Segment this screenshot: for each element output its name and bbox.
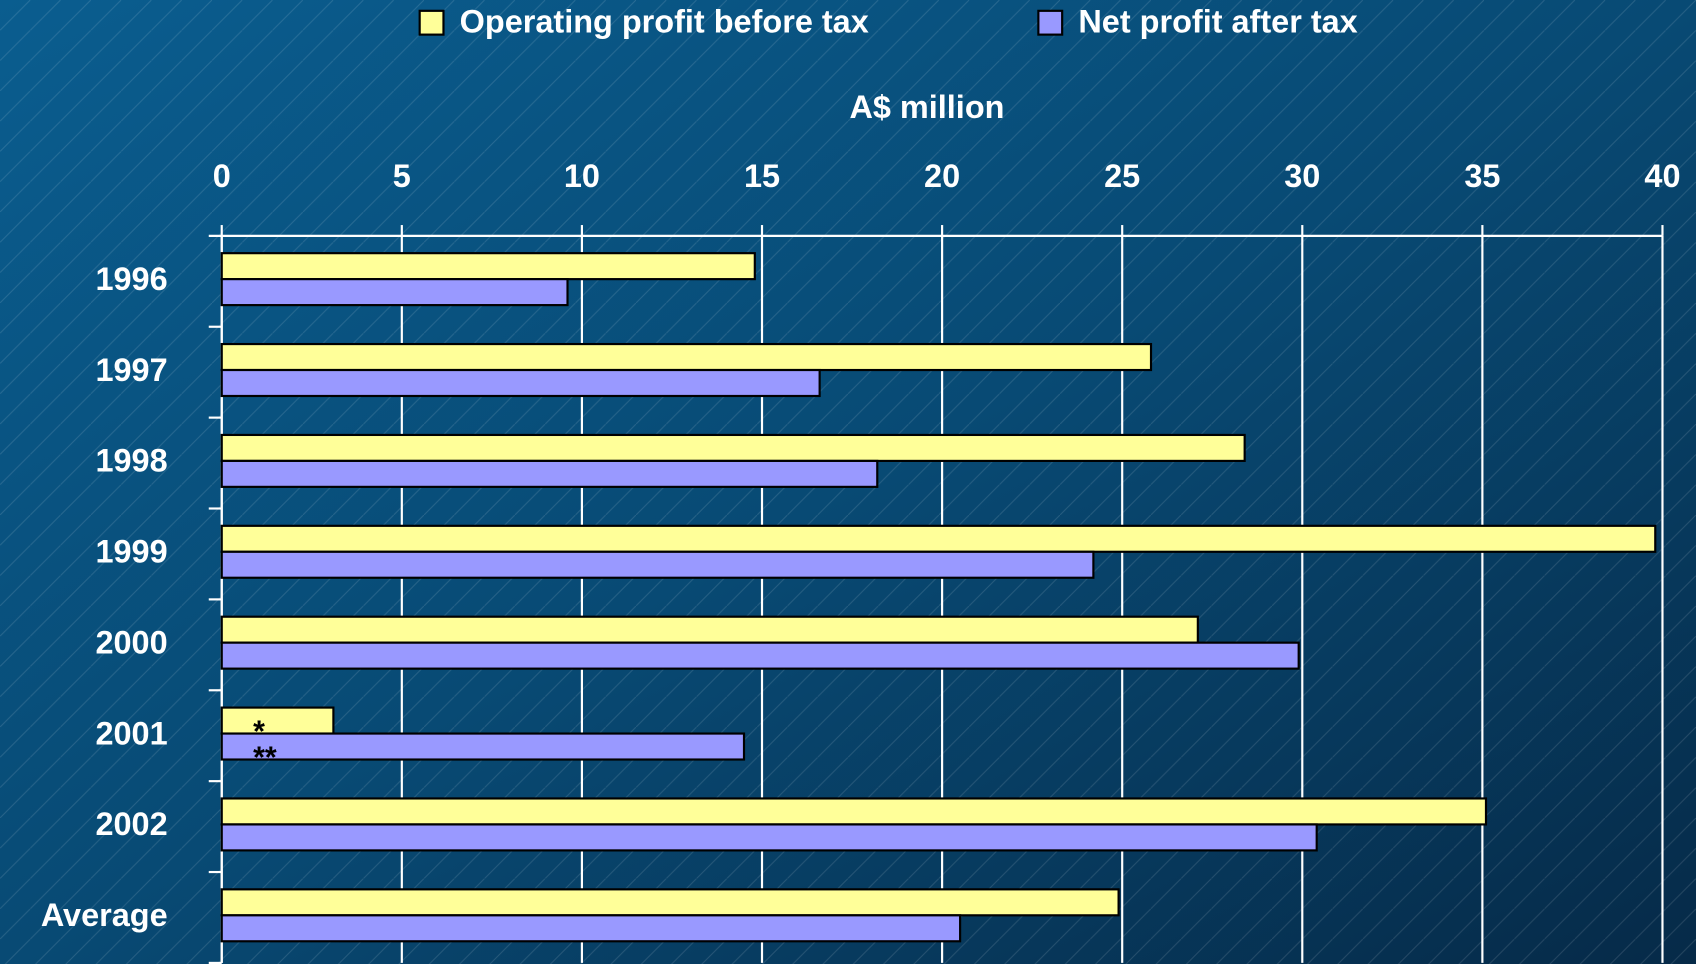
x-tick-label: 10 (564, 158, 600, 194)
x-tick-label: 30 (1284, 158, 1320, 194)
bar (220, 732, 746, 761)
annotation: * (253, 716, 265, 749)
bar (220, 823, 1318, 852)
bar (220, 252, 756, 281)
bar (220, 641, 1300, 670)
y-tick-label: Average (41, 897, 168, 933)
bar (220, 433, 1246, 462)
x-tick-label: 5 (393, 158, 411, 194)
bar (220, 278, 569, 307)
x-tick-label: 0 (213, 158, 231, 194)
bar (220, 550, 1095, 579)
bar (220, 368, 821, 398)
y-tick-label: 1997 (95, 352, 167, 388)
x-tick-label: 20 (924, 158, 960, 194)
bar (220, 888, 1120, 917)
bar (220, 459, 879, 488)
x-tick-label: 15 (744, 158, 780, 194)
bar (220, 615, 1199, 644)
y-tick-label: 1999 (95, 534, 167, 570)
x-tick-label: 35 (1464, 158, 1500, 194)
x-tick-label: 25 (1104, 158, 1140, 194)
x-axis-label: A$ million (849, 89, 1004, 125)
x-tick-label: 40 (1644, 158, 1680, 194)
legend-swatch (1037, 9, 1064, 36)
annotation: ** (253, 742, 277, 775)
bar (220, 524, 1657, 553)
bar (220, 342, 1153, 372)
y-tick-label: 2001 (95, 715, 167, 751)
y-tick-label: 2002 (95, 806, 167, 842)
bar (220, 914, 962, 943)
legend-label: Net profit after tax (1078, 3, 1357, 39)
legend-label: Operating profit before tax (460, 3, 869, 39)
y-tick-label: 2000 (95, 624, 167, 660)
bar (220, 706, 335, 735)
legend-swatch (418, 9, 445, 36)
bar (220, 797, 1488, 826)
y-tick-label: 1996 (95, 261, 167, 297)
y-tick-label: 1998 (95, 443, 167, 479)
